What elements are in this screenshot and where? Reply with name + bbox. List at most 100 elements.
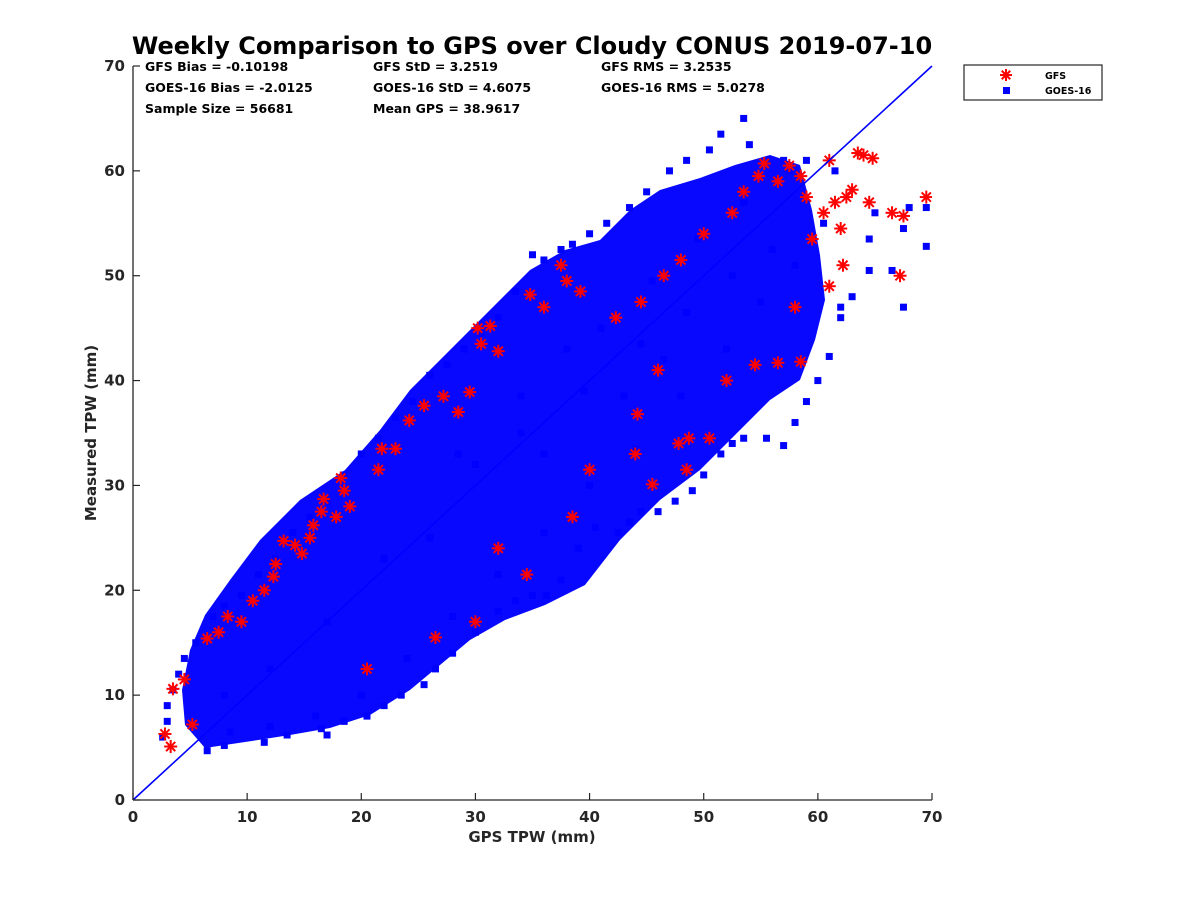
goes16-point: [637, 340, 645, 348]
gfs-point: [185, 718, 199, 732]
x-tick-label: 30: [465, 808, 486, 826]
goes16-point: [865, 235, 873, 243]
goes16-point: [574, 544, 582, 552]
x-tick-label: 70: [922, 808, 943, 826]
gfs-point: [491, 344, 505, 358]
gfs-point: [919, 190, 932, 204]
gfs-point: [288, 538, 302, 552]
gfs-point: [672, 436, 686, 450]
gfs-point: [269, 557, 283, 571]
gfs-point: [757, 157, 771, 171]
gfs-point: [794, 355, 808, 369]
goes16-point: [357, 450, 365, 458]
gfs-point: [266, 570, 280, 584]
goes16-point: [260, 738, 268, 746]
gfs-point: [817, 206, 831, 220]
gfs-point: [828, 195, 842, 209]
stat-goes16-bias: GOES-16 Bias = -2.0125: [145, 80, 313, 95]
gfs-point: [720, 374, 734, 388]
gfs-point: [799, 190, 813, 204]
goes16-point: [780, 442, 788, 450]
gfs-point: [371, 463, 385, 477]
goes16-point: [557, 246, 565, 253]
goes16-point: [449, 613, 457, 620]
gfs-point: [573, 284, 587, 298]
goes16-point: [654, 508, 662, 516]
goes16-point: [671, 497, 679, 505]
gfs-point: [314, 505, 328, 519]
goes16-point: [266, 665, 274, 673]
goes16-point: [688, 487, 696, 495]
gfs-point: [794, 169, 808, 183]
legend: GFS GOES-16: [963, 64, 1103, 101]
gfs-point: [634, 295, 648, 309]
gfs-point: [166, 682, 180, 696]
gfs-point: [523, 288, 537, 302]
y-tick-label: 60: [104, 162, 125, 180]
goes16-point: [471, 628, 479, 636]
goes16-point: [203, 747, 211, 755]
goes16-point: [626, 518, 634, 526]
gfs-point: [200, 632, 214, 646]
goes16-point: [740, 434, 748, 442]
gfs-point: [771, 356, 785, 370]
gfs-point: [560, 274, 574, 288]
gfs-point: [212, 625, 226, 639]
gfs-point: [702, 431, 716, 445]
goes16-point: [449, 649, 457, 657]
gfs-point: [788, 300, 802, 314]
gfs-point: [862, 195, 876, 209]
gfs-point: [491, 541, 505, 555]
goes16-point: [409, 398, 417, 406]
goes16-point: [374, 434, 382, 442]
gfs-point: [565, 510, 579, 524]
goes16-point: [717, 130, 725, 138]
gfs-point: [609, 311, 623, 325]
gfs-point: [680, 463, 694, 477]
gfs-point: [334, 471, 348, 485]
goes16-point: [540, 529, 548, 537]
gfs-point: [771, 174, 785, 188]
gfs-point: [857, 148, 871, 162]
scatter-markers: [158, 114, 932, 755]
gfs-point: [845, 183, 859, 197]
goes16-point: [220, 602, 228, 610]
gfs-point: [343, 499, 357, 513]
x-tick-label: 40: [579, 808, 600, 826]
legend-label-gfs: GFS: [1045, 71, 1066, 82]
goes16-point: [740, 114, 748, 122]
goes16-point: [431, 665, 439, 673]
goes16-point: [494, 571, 502, 579]
goes16-point: [728, 439, 736, 447]
stat-mean-gps: Mean GPS = 38.9617: [373, 101, 520, 116]
goes16-point: [660, 356, 668, 364]
gfs-point: [337, 484, 351, 498]
goes16-point: [922, 204, 930, 212]
goes16-point: [614, 529, 622, 537]
gfs-point: [893, 269, 907, 283]
gfs-point: [537, 300, 551, 314]
goes16-point: [705, 146, 713, 154]
goes16-point: [586, 230, 594, 238]
gfs-point: [631, 407, 645, 421]
gfs-point: [583, 463, 597, 477]
goes16-point: [820, 219, 828, 227]
goes16-point: [603, 219, 611, 227]
goes16-point: [494, 607, 502, 615]
gfs-point: [752, 169, 766, 183]
gfs-point: [246, 594, 260, 608]
gfs-point: [474, 337, 488, 351]
goes16-point: [357, 691, 365, 699]
goes16-point: [723, 345, 731, 353]
goes16-point: [380, 702, 388, 710]
gfs-point: [257, 583, 271, 597]
goes16-point: [540, 256, 548, 264]
gfs-point: [436, 389, 450, 403]
goes16-point: [392, 413, 400, 421]
goes16-point: [580, 387, 588, 395]
gfs-point: [896, 209, 910, 223]
gfs-point: [317, 492, 331, 506]
gfs-point: [805, 232, 819, 246]
reference-line: [132, 65, 933, 801]
goes16-point: [494, 314, 502, 322]
